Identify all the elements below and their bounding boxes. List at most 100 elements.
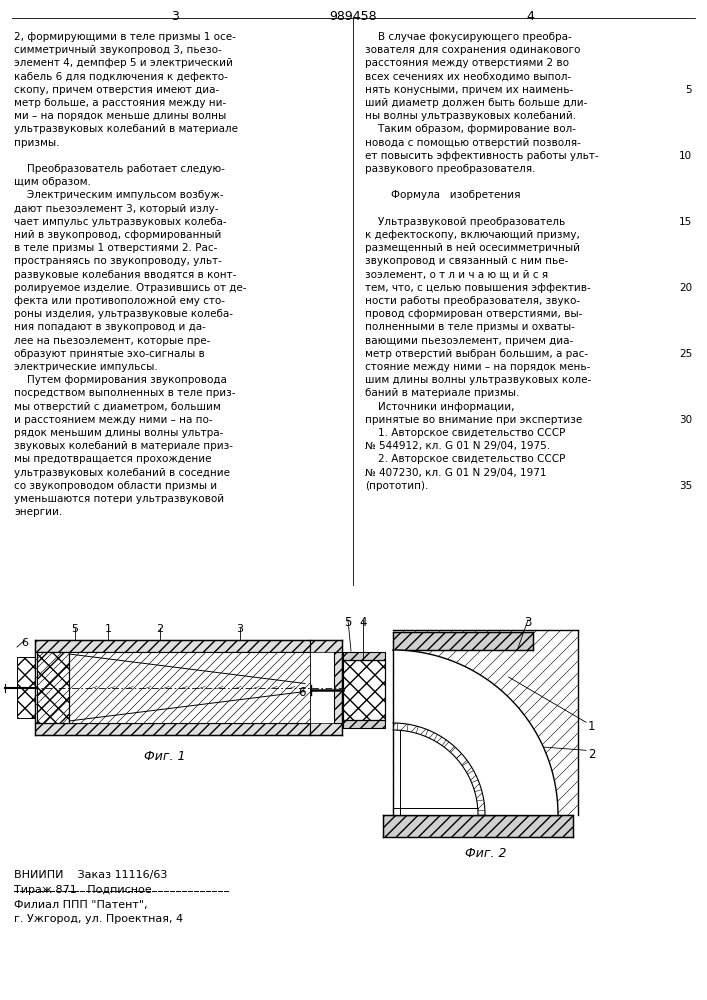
Text: Фиг. 2: Фиг. 2 [464,847,506,860]
Text: призмы.: призмы. [14,138,59,148]
Bar [17,657,35,718]
Text: 2, формирующими в теле призмы 1 осе-: 2, формирующими в теле призмы 1 осе- [14,32,236,42]
Text: и расстоянием между ними – на по-: и расстоянием между ними – на по- [14,415,213,425]
Bar [343,720,385,728]
Text: баний в материале призмы.: баний в материале призмы. [365,388,520,398]
Text: образуют принятые эхо-сигналы в: образуют принятые эхо-сигналы в [14,349,205,359]
Text: звуковых колебаний в материале приз-: звуковых колебаний в материале приз- [14,441,233,451]
Text: 6: 6 [298,686,306,699]
Text: дают пьезоэлемент 3, который излу-: дают пьезоэлемент 3, который излу- [14,204,218,214]
Text: тем, что, с целью повышения эффектив-: тем, что, с целью повышения эффектив- [365,283,591,293]
Text: ультразвуковых колебаний в соседние: ультразвуковых колебаний в соседние [14,468,230,478]
Bar [343,660,385,720]
Bar [393,632,533,650]
Text: 5: 5 [685,85,692,95]
Bar [310,652,334,723]
Text: симметричный звукопровод 3, пьезо-: симметричный звукопровод 3, пьезо- [14,45,222,55]
Bar [37,652,69,723]
Text: развуковые колебания вводятся в конт-: развуковые колебания вводятся в конт- [14,270,236,280]
Text: 1: 1 [588,720,595,733]
Text: Фиг. 1: Фиг. 1 [144,750,186,763]
Text: Электрическим импульсом возбуж-: Электрическим импульсом возбуж- [14,190,223,200]
Text: Филиал ППП "Патент",: Филиал ППП "Патент", [14,900,148,910]
Text: полненными в теле призмы и охваты-: полненными в теле призмы и охваты- [365,322,575,332]
Text: щим образом.: щим образом. [14,177,91,187]
Text: ности работы преобразователя, звуко-: ности работы преобразователя, звуко- [365,296,580,306]
Text: 5: 5 [71,624,78,634]
Text: ния попадают в звукопровод и да-: ния попадают в звукопровод и да- [14,322,206,332]
Text: 3: 3 [525,616,532,629]
Bar [35,640,310,652]
Text: фекта или противоположной ему сто-: фекта или противоположной ему сто- [14,296,225,306]
Text: роны изделия, ультразвуковые колеба-: роны изделия, ультразвуковые колеба- [14,309,233,319]
Text: № 407230, кл. G 01 N 29/04, 1971: № 407230, кл. G 01 N 29/04, 1971 [365,468,547,478]
Text: ультразвуковых колебаний в материале: ультразвуковых колебаний в материале [14,124,238,134]
Text: 1. Авторское свидетельство СССР: 1. Авторское свидетельство СССР [365,428,566,438]
Text: чает импульс ультразвуковых колеба-: чает импульс ультразвуковых колеба- [14,217,227,227]
Text: звукопровод и связанный с ним пье-: звукопровод и связанный с ним пье- [365,256,568,266]
Text: энергии.: энергии. [14,507,62,517]
Text: новода с помощью отверстий позволя-: новода с помощью отверстий позволя- [365,138,581,148]
Text: ми – на порядок меньше длины волны: ми – на порядок меньше длины волны [14,111,226,121]
Text: 1: 1 [105,624,112,634]
Polygon shape [393,650,558,815]
Text: шим длины волны ультразвуковых коле-: шим длины волны ультразвуковых коле- [365,375,591,385]
Text: (прототип).: (прототип). [365,481,428,491]
Text: 3: 3 [237,624,243,634]
Bar [334,652,342,723]
Text: 6: 6 [21,638,28,648]
Text: 10: 10 [679,151,692,161]
Text: скопу, причем отверстия имеют диа-: скопу, причем отверстия имеют диа- [14,85,219,95]
Text: В случае фокусирующего преобра-: В случае фокусирующего преобра- [365,32,572,42]
Text: мы отверстий с диаметром, большим: мы отверстий с диаметром, большим [14,402,221,412]
Text: пространяясь по звукопроводу, ульт-: пространяясь по звукопроводу, ульт- [14,256,222,266]
Text: вающими пьезоэлемент, причем диа-: вающими пьезоэлемент, причем диа- [365,336,573,346]
Text: метр отверстий выбран большим, а рас-: метр отверстий выбран большим, а рас- [365,349,588,359]
Text: провод сформирован отверстиями, вы-: провод сформирован отверстиями, вы- [365,309,583,319]
Text: элемент 4, демпфер 5 и электрический: элемент 4, демпфер 5 и электрический [14,58,233,68]
Text: лее на пьезоэлемент, которые пре-: лее на пьезоэлемент, которые пре- [14,336,211,346]
Text: г. Ужгород, ул. Проектная, 4: г. Ужгород, ул. Проектная, 4 [14,914,183,924]
Text: Ультразвуковой преобразователь: Ультразвуковой преобразователь [365,217,566,227]
Bar [310,640,342,735]
Text: развукового преобразователя.: развукового преобразователя. [365,164,535,174]
Text: 989458: 989458 [329,10,377,23]
Bar [383,815,573,837]
Text: ролируемое изделие. Отразившись от де-: ролируемое изделие. Отразившись от де- [14,283,247,293]
Text: № 544912, кл. G 01 N 29/04, 1975.: № 544912, кл. G 01 N 29/04, 1975. [365,441,550,451]
Text: Таким образом, формирование вол-: Таким образом, формирование вол- [365,124,576,134]
Text: стояние между ними – на порядок мень-: стояние между ними – на порядок мень- [365,362,590,372]
Text: 4: 4 [359,616,367,629]
Text: Преобразователь работает следую-: Преобразователь работает следую- [14,164,225,174]
Text: посредством выполненных в теле приз-: посредством выполненных в теле приз- [14,388,235,398]
Text: 25: 25 [679,349,692,359]
Bar [343,652,385,660]
Text: ны волны ультразвуковых колебаний.: ны волны ультразвуковых колебаний. [365,111,576,121]
Text: Формула   изобретения: Формула изобретения [365,190,520,200]
Text: 2. Авторское свидетельство СССР: 2. Авторское свидетельство СССР [365,454,566,464]
Text: 2: 2 [156,624,163,634]
Bar [35,723,310,735]
Text: метр больше, а расстояния между ни-: метр больше, а расстояния между ни- [14,98,226,108]
Text: 3: 3 [171,10,179,23]
Text: ет повысить эффективность работы ульт-: ет повысить эффективность работы ульт- [365,151,599,161]
Text: электрические импульсы.: электрические импульсы. [14,362,158,372]
Bar [393,630,578,815]
Text: 2: 2 [588,748,595,761]
Text: со звукопроводом области призмы и: со звукопроводом области призмы и [14,481,217,491]
Text: принятые во внимание при экспертизе: принятые во внимание при экспертизе [365,415,583,425]
Text: кабель 6 для подключения к дефекто-: кабель 6 для подключения к дефекто- [14,72,228,82]
Text: расстояния между отверстиями 2 во: расстояния между отверстиями 2 во [365,58,569,68]
Text: зоэлемент, о т л и ч а ю щ и й с я: зоэлемент, о т л и ч а ю щ и й с я [365,270,548,280]
Text: уменьшаются потери ультразвуковой: уменьшаются потери ультразвуковой [14,494,224,504]
Text: всех сечениях их необходимо выпол-: всех сечениях их необходимо выпол- [365,72,571,82]
Text: 15: 15 [679,217,692,227]
Text: Источники информации,: Источники информации, [365,402,515,412]
Text: ВНИИПИ    Заказ 11116/63: ВНИИПИ Заказ 11116/63 [14,870,168,880]
Bar [35,652,310,723]
Text: к дефектоскопу, включающий призму,: к дефектоскопу, включающий призму, [365,230,580,240]
Polygon shape [393,730,478,815]
Text: мы предотвращается прохождение: мы предотвращается прохождение [14,454,211,464]
Text: нять конусными, причем их наимень-: нять конусными, причем их наимень- [365,85,573,95]
Text: 35: 35 [679,481,692,491]
